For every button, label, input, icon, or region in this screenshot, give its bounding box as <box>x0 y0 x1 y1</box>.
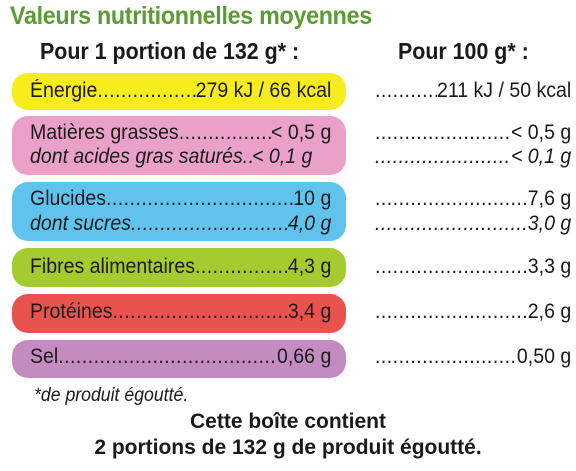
dot-leader <box>375 212 528 236</box>
carbs-per100-value: 7,6 g <box>527 187 572 210</box>
dot-leader <box>131 212 288 236</box>
salt-portion-line: Sel 0,66 g <box>30 345 331 369</box>
saturated-fat-portion-value: < 0,1 g <box>252 145 313 168</box>
dot-leader <box>375 121 511 145</box>
fibre-portion-line: Fibres alimentaires 4,3 g <box>30 255 331 279</box>
carbs-portion-value: 10 g <box>293 187 332 210</box>
energy-label: Énergie <box>30 79 98 102</box>
saturated-fat-label: dont acides gras saturés <box>30 145 243 168</box>
fat-per100-line: < 0,5 g <box>375 121 571 145</box>
sugars-per100-value: 3,0 g <box>527 212 572 235</box>
box-contents-line1: Cette boîte contient <box>189 410 386 433</box>
dot-leader <box>58 345 277 369</box>
salt-per100-line: 0,50 g <box>375 345 571 369</box>
dot-leader <box>179 121 271 145</box>
fibre-per100-line: 3,3 g <box>375 255 571 279</box>
saturated-fat-portion-line: dont acides gras saturés < 0,1 g <box>30 145 331 169</box>
salt-label: Sel <box>30 345 59 368</box>
carbs-portion-line: Glucides 10 g <box>30 187 331 211</box>
sugars-per100-line: 3,0 g <box>375 212 571 236</box>
carbs-label: Glucides <box>30 187 106 210</box>
saturated-fat-per100-line: < 0,1 g <box>375 145 571 169</box>
footnote: *de produit égoutté. <box>34 385 189 406</box>
fibre-band <box>12 248 346 287</box>
salt-portion-value: 0,66 g <box>277 345 332 368</box>
energy-per100-line: 211 kJ / 50 kcal <box>375 79 571 103</box>
saturated-fat-per100-value: < 0,1 g <box>510 145 572 168</box>
fat-portion-value: < 0,5 g <box>271 121 332 144</box>
salt-per100-value: 0,50 g <box>516 345 572 368</box>
protein-portion-line: Protéines 3,4 g <box>30 300 331 324</box>
protein-per100-line: 2,6 g <box>375 300 571 324</box>
dot-leader <box>106 187 293 211</box>
dot-leader <box>375 345 517 369</box>
dot-leader <box>375 145 511 169</box>
dot-leader <box>375 255 528 279</box>
energy-portion-value: 279 kJ / 66 kcal <box>195 79 332 102</box>
protein-per100-value: 2,6 g <box>527 300 572 323</box>
energy-per100-value: 211 kJ / 50 kcal <box>436 79 572 102</box>
dot-leader <box>243 145 252 169</box>
dot-leader <box>97 79 195 103</box>
panel-title: Valeurs nutritionnelles moyennes <box>10 2 372 30</box>
sugars-portion-line: dont sucres 4,0 g <box>30 212 331 236</box>
column-header-portion: Pour 1 portion de 132 g* : <box>40 38 300 64</box>
dot-leader <box>375 300 528 324</box>
dot-leader <box>113 300 288 324</box>
box-contents-line2: 2 portions de 132 g de produit égoutté. <box>94 436 482 459</box>
fat-label: Matières grasses <box>30 121 179 144</box>
energy-portion-line: Énergie 279 kJ / 66 kcal <box>30 79 331 103</box>
fibre-portion-value: 4,3 g <box>287 255 332 278</box>
sugars-portion-value: 4,0 g <box>287 212 332 235</box>
carbs-per100-line: 7,6 g <box>375 187 571 211</box>
column-header-per100: Pour 100 g* : <box>398 38 529 64</box>
fibre-label: Fibres alimentaires <box>30 255 195 278</box>
fat-portion-line: Matières grasses < 0,5 g <box>30 121 331 145</box>
protein-label: Protéines <box>30 300 113 323</box>
fibre-per100-value: 3,3 g <box>527 255 572 278</box>
dot-leader <box>375 187 528 211</box>
sugars-label: dont sucres <box>30 212 131 235</box>
dot-leader <box>195 255 288 279</box>
fat-per100-value: < 0,5 g <box>510 121 572 144</box>
dot-leader <box>375 79 437 103</box>
protein-portion-value: 3,4 g <box>287 300 332 323</box>
